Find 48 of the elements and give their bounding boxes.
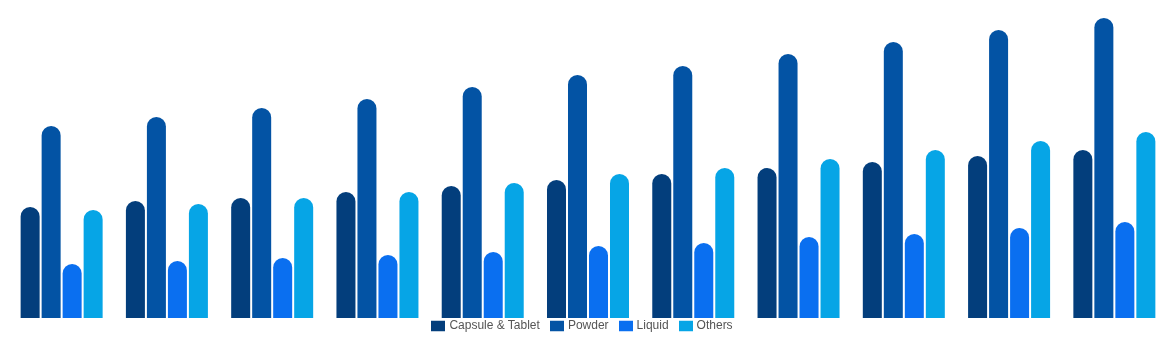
- bar: [799, 237, 819, 318]
- bar: [62, 264, 82, 318]
- bar: [336, 192, 356, 318]
- bar: [883, 42, 903, 318]
- bar: [441, 186, 461, 318]
- bar: [673, 66, 693, 318]
- bar: [862, 162, 882, 318]
- bar: [968, 156, 988, 318]
- bar: [273, 258, 293, 318]
- bar: [989, 30, 1009, 318]
- bar: [125, 201, 145, 318]
- legend-label: Others: [696, 318, 733, 332]
- bar: [904, 234, 924, 318]
- legend-label: Capsule & Tablet: [449, 318, 540, 332]
- bar: [715, 168, 735, 318]
- bar: [231, 198, 251, 318]
- bar: [778, 54, 798, 318]
- bar: [652, 174, 672, 318]
- bar: [504, 183, 524, 318]
- bar: [757, 168, 777, 318]
- bar: [1115, 222, 1135, 318]
- bar: [294, 198, 314, 318]
- bar: [547, 180, 566, 318]
- bar: [462, 87, 482, 318]
- bar: [589, 246, 608, 318]
- bar: [1073, 150, 1093, 318]
- legend-label: Powder: [567, 318, 609, 332]
- bar: [1031, 141, 1051, 318]
- bar: [483, 252, 503, 318]
- bar: [20, 207, 40, 318]
- legend-label: Liquid: [636, 318, 669, 332]
- bar: [167, 261, 187, 318]
- bar: [1094, 18, 1114, 318]
- bar: [1136, 132, 1156, 318]
- bar: [1010, 228, 1030, 318]
- bar: [925, 150, 945, 318]
- bar: [610, 174, 629, 318]
- bar: [820, 159, 840, 318]
- bar: [378, 255, 398, 318]
- bar: [399, 192, 419, 318]
- bar: [83, 210, 103, 318]
- bar: [694, 243, 714, 318]
- bar: [252, 108, 272, 318]
- bar: [357, 99, 377, 318]
- bar: [146, 117, 166, 318]
- bar: [188, 204, 208, 318]
- bar: [568, 75, 587, 318]
- bar: [41, 126, 61, 318]
